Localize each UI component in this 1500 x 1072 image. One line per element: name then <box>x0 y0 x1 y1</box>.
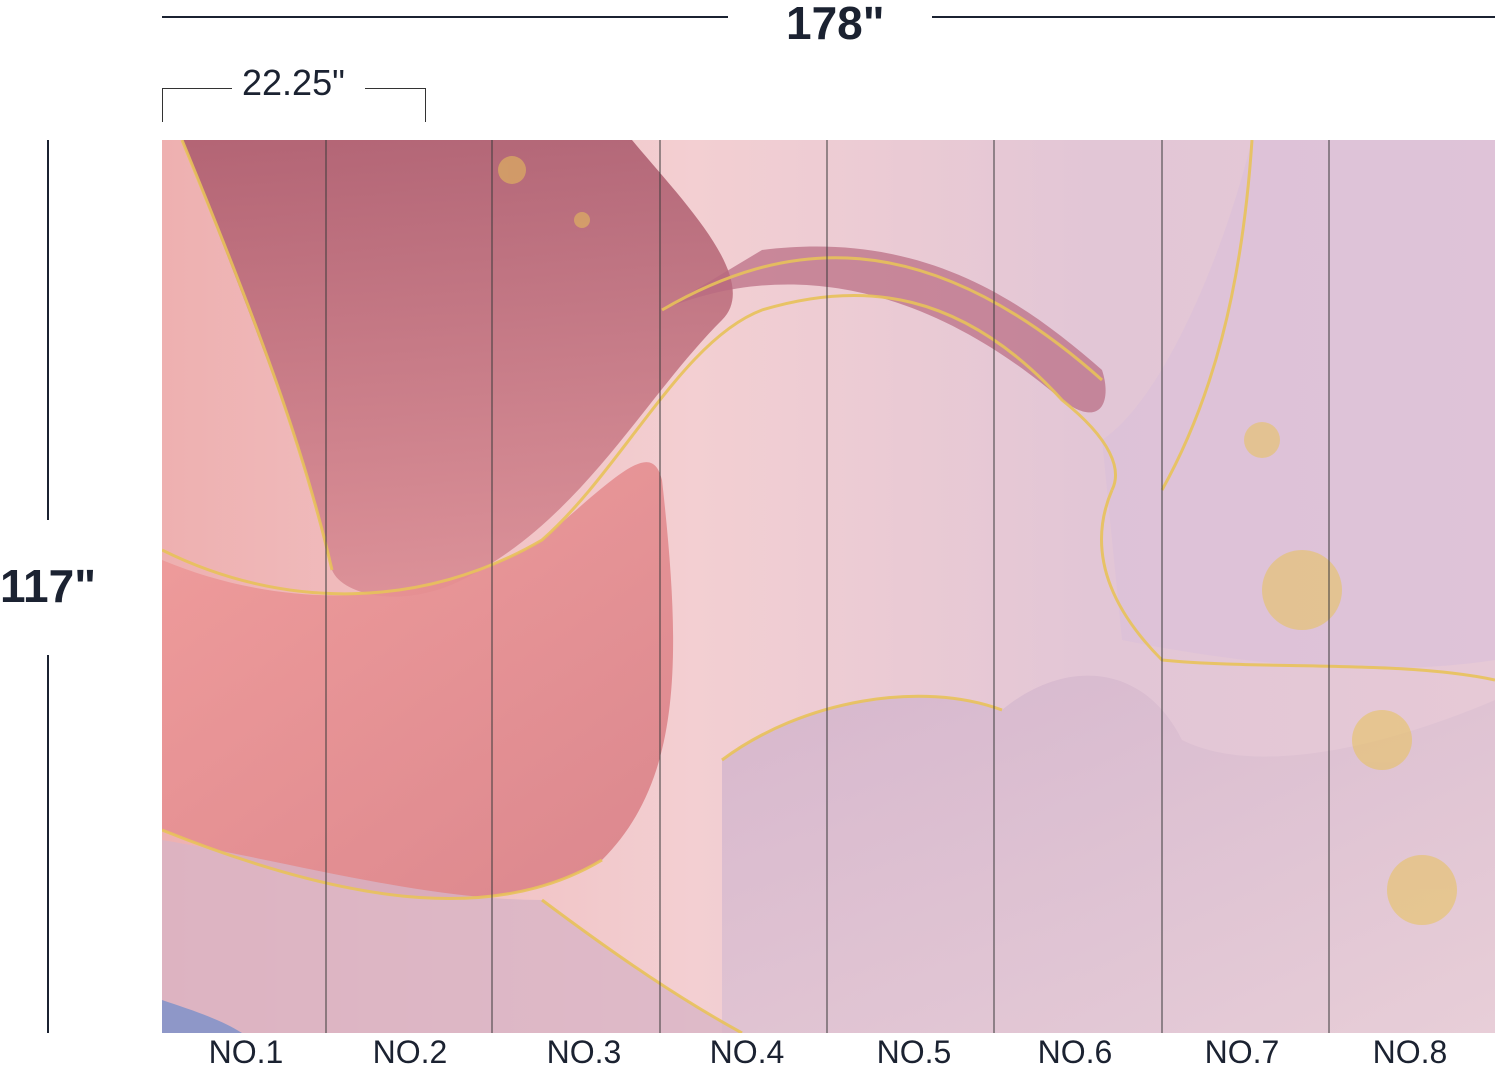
total-width-line-right <box>932 16 1495 18</box>
total-width-line-left <box>162 16 728 18</box>
total-width-label: 178" <box>786 0 885 49</box>
panel-width-bracket-right-tick <box>425 88 426 122</box>
panel-label-4: NO.4 <box>709 1034 785 1070</box>
panel-label-3: NO.3 <box>546 1034 622 1070</box>
marble-mural-image <box>162 140 1495 1033</box>
panel-label-6: NO.6 <box>1037 1034 1113 1070</box>
height-line-bottom <box>47 655 49 1033</box>
panel-label-2: NO.2 <box>372 1034 448 1070</box>
panel-width-label: 22.25" <box>242 62 345 103</box>
panel-width-bracket-left <box>162 88 232 89</box>
panel-label-8: NO.8 <box>1372 1034 1448 1070</box>
panel-dividers <box>325 140 1330 1033</box>
panel-label-5: NO.5 <box>876 1034 952 1070</box>
height-label: 117" <box>0 560 97 612</box>
panel-width-bracket-left-tick <box>162 88 163 122</box>
panel-width-bracket-right <box>365 88 425 89</box>
panel-label-1: NO.1 <box>208 1034 284 1070</box>
height-line-top <box>47 140 49 520</box>
panel-label-7: NO.7 <box>1204 1034 1280 1070</box>
